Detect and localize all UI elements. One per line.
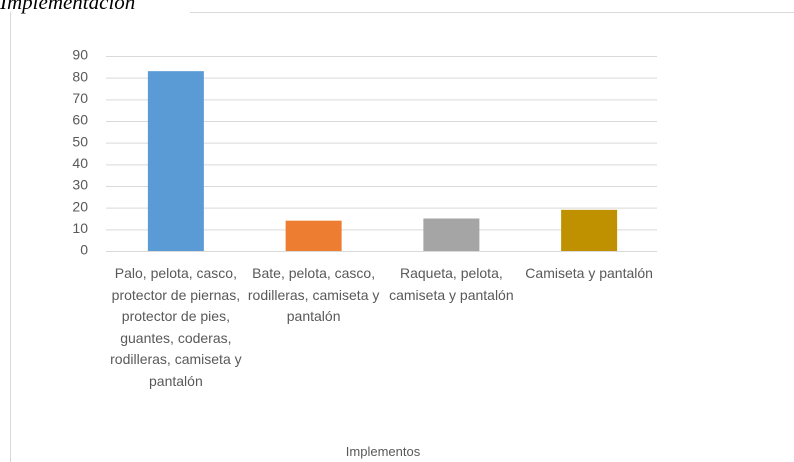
y-tick-label: 80 bbox=[72, 68, 88, 84]
y-tick-label: 30 bbox=[72, 177, 88, 193]
bar bbox=[285, 220, 342, 251]
x-tick-label: Camiseta y pantalón bbox=[525, 265, 653, 281]
y-tick-label: 10 bbox=[72, 220, 88, 236]
x-tick-label: Palo, pelota, casco, protector de pierna… bbox=[110, 265, 242, 389]
chart-title: Implementación bbox=[0, 0, 136, 14]
y-tick-label: 50 bbox=[72, 133, 88, 149]
y-tick-label: 60 bbox=[72, 112, 88, 128]
bar bbox=[423, 218, 480, 251]
x-tick-label: Bate, pelota, casco, rodilleras, camiset… bbox=[247, 265, 380, 324]
y-tick-label: 40 bbox=[72, 155, 88, 171]
x-axis-label: Implementos bbox=[345, 444, 421, 459]
y-tick-label: 0 bbox=[80, 242, 88, 258]
bar bbox=[147, 71, 204, 252]
y-tick-label: 90 bbox=[72, 47, 88, 63]
y-tick-label: 70 bbox=[72, 90, 88, 106]
x-tick-label: Raqueta, pelota, camiseta y pantalón bbox=[389, 265, 514, 303]
y-tick-label: 20 bbox=[72, 198, 88, 214]
bar bbox=[561, 209, 618, 251]
